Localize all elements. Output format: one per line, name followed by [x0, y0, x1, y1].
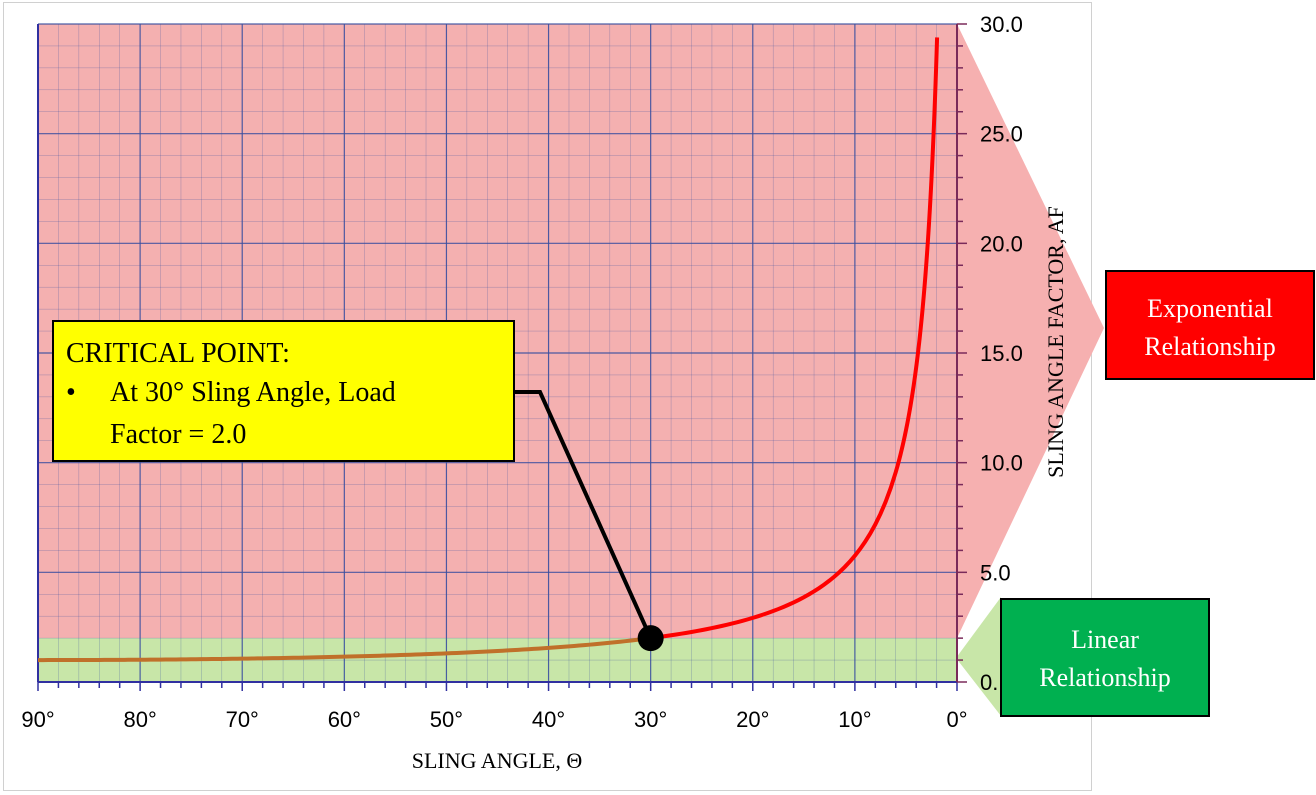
x-axis-title: SLING ANGLE, Θ [412, 748, 583, 773]
critical-point-callout: CRITICAL POINT: • At 30° Sling Angle, Lo… [52, 320, 515, 462]
y-tick-label: 15.0 [980, 341, 1023, 366]
x-tick-label: 30° [634, 707, 667, 732]
x-tick-label: 80° [123, 707, 156, 732]
x-tick-label: 10° [838, 707, 871, 732]
y-tick-label: 10.0 [980, 451, 1023, 476]
x-tick-label: 70° [226, 707, 259, 732]
exponential-line-2: Relationship [1144, 332, 1275, 361]
callout-leader-line [514, 390, 653, 639]
x-tick-label: 50° [430, 707, 463, 732]
linear-line-1: Linear [1071, 625, 1139, 654]
callout-bullet: • [66, 377, 76, 408]
y-tick-labels: 0. 5.0 10.0 15.0 20.0 25.0 30.0 [980, 12, 1023, 695]
x-tick-label: 60° [328, 707, 361, 732]
exponential-label-box: Exponential Relationship [1105, 270, 1315, 380]
y-tick-label: 30.0 [980, 12, 1023, 37]
x-tick-label: 90° [21, 707, 54, 732]
linear-line-2: Relationship [1039, 663, 1170, 692]
y-tick-label: 0. [980, 670, 998, 695]
y-axis-title: SLING ANGLE FACTOR, AF [1043, 206, 1068, 478]
y-tick-label: 5.0 [980, 560, 1011, 585]
chart-frame [3, 2, 1092, 791]
x-tick-label: 0° [946, 707, 967, 732]
x-tick-label: 40° [532, 707, 565, 732]
exponential-arrow [957, 24, 1104, 639]
x-tick-labels: 90° 80° 70° 60° 50° 40° 30° 20° 10° 0° [21, 707, 967, 732]
linear-arrow [956, 597, 1001, 716]
callout-title: CRITICAL POINT: [66, 338, 290, 369]
callout-line-2: Factor = 2.0 [110, 419, 246, 450]
axis-ticks [37, 23, 967, 691]
critical-point-marker [637, 625, 664, 652]
x-tick-label: 20° [736, 707, 769, 732]
linear-label-box: Linear Relationship [1000, 598, 1210, 717]
callout-line-1: At 30° Sling Angle, Load [110, 377, 396, 408]
y-tick-label: 25.0 [980, 122, 1023, 147]
exponential-line-1: Exponential [1147, 294, 1273, 323]
series-line-lower [38, 636, 651, 663]
y-tick-label: 20.0 [980, 231, 1023, 256]
series-line-upper [650, 37, 940, 641]
